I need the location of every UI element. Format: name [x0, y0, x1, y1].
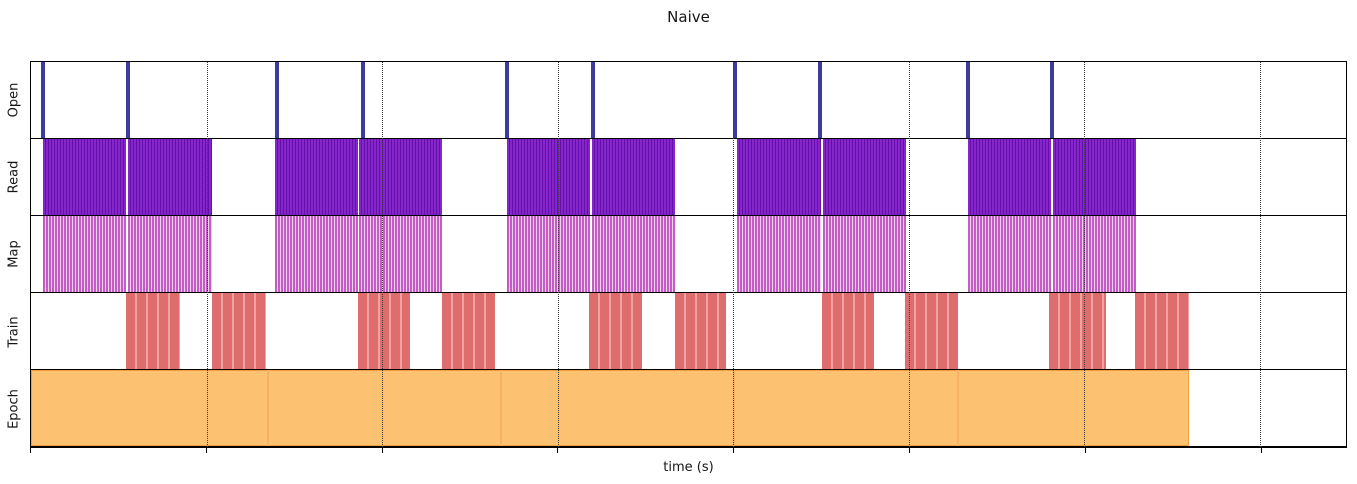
- read-interval: [736, 139, 821, 215]
- row-label-cell: Epoch: [0, 371, 30, 448]
- row-label-epoch: Epoch: [6, 389, 22, 430]
- open-event-spike: [817, 62, 822, 138]
- open-event-spike: [965, 62, 970, 138]
- row-label-train: Train: [6, 316, 22, 348]
- x-tick: [557, 448, 559, 453]
- gridline: [382, 62, 384, 447]
- map-interval: [507, 216, 591, 292]
- open-event-spike: [505, 62, 510, 138]
- read-interval: [274, 139, 358, 215]
- epoch-separator: [266, 370, 269, 446]
- gridline: [557, 62, 559, 447]
- x-tick: [908, 448, 910, 453]
- row-label-cell: Open: [0, 61, 30, 138]
- x-tick: [1084, 448, 1086, 453]
- open-event-spike: [125, 62, 130, 138]
- read-interval: [822, 139, 906, 215]
- row-label-map: Map: [6, 240, 22, 269]
- row-read: [31, 139, 1346, 216]
- gridline: [1084, 62, 1086, 447]
- gridline: [908, 62, 910, 447]
- read-interval: [592, 139, 676, 215]
- open-event-spike: [360, 62, 365, 138]
- open-event-spike: [40, 62, 45, 138]
- train-interval: [125, 293, 180, 369]
- gridline: [1259, 62, 1261, 447]
- epoch-interval: [31, 370, 1190, 446]
- train-interval: [675, 293, 726, 369]
- row-label-cell: Read: [0, 138, 30, 215]
- row-label-cell: Map: [0, 216, 30, 293]
- train-interval: [904, 293, 958, 369]
- train-interval: [357, 293, 411, 369]
- x-tick: [381, 448, 383, 453]
- train-interval: [1135, 293, 1190, 369]
- row-label-read: Read: [6, 160, 22, 194]
- row-epoch: [31, 370, 1346, 447]
- map-interval: [274, 216, 358, 292]
- map-interval: [736, 216, 821, 292]
- x-tick: [733, 448, 735, 453]
- gridline: [733, 62, 735, 447]
- x-tick: [1260, 448, 1262, 453]
- row-label-open: Open: [6, 82, 22, 118]
- train-interval: [821, 293, 874, 369]
- train-interval: [1049, 293, 1107, 369]
- gridline: [206, 62, 208, 447]
- x-tick: [30, 448, 31, 453]
- read-interval: [967, 139, 1052, 215]
- map-interval: [822, 216, 906, 292]
- open-event-spike: [274, 62, 279, 138]
- read-interval: [507, 139, 591, 215]
- row-open: [31, 62, 1346, 139]
- map-interval: [967, 216, 1052, 292]
- epoch-separator: [500, 370, 503, 446]
- row-train: [31, 293, 1346, 370]
- map-interval: [42, 216, 126, 292]
- train-interval: [211, 293, 266, 369]
- row-map: [31, 216, 1346, 293]
- open-event-spike: [1050, 62, 1055, 138]
- read-interval: [127, 139, 212, 215]
- row-label-cell: Train: [0, 293, 30, 370]
- read-interval: [1053, 139, 1137, 215]
- map-interval: [127, 216, 212, 292]
- x-axis-label: time (s): [663, 460, 714, 475]
- map-interval: [1053, 216, 1137, 292]
- open-event-spike: [591, 62, 596, 138]
- read-interval: [42, 139, 126, 215]
- train-interval: [589, 293, 643, 369]
- map-interval: [359, 216, 443, 292]
- epoch-separator: [956, 370, 959, 446]
- chart-title: Naive: [667, 8, 710, 26]
- x-tick: [205, 448, 207, 453]
- plot-area: [30, 61, 1347, 448]
- read-interval: [359, 139, 443, 215]
- map-interval: [592, 216, 676, 292]
- open-event-spike: [732, 62, 737, 138]
- y-axis-row-labels: Open Read Map Train Epoch: [0, 61, 30, 448]
- train-interval: [442, 293, 496, 369]
